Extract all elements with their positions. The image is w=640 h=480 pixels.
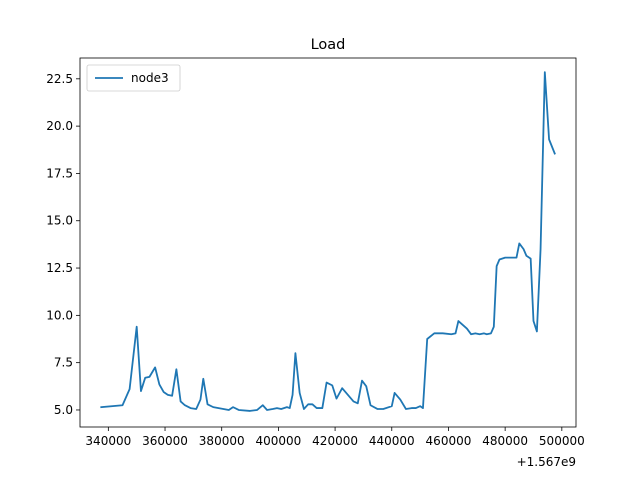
x-tick-label: 360000 bbox=[142, 434, 188, 448]
x-tick-label: 500000 bbox=[539, 434, 585, 448]
plot-frame bbox=[79, 57, 577, 428]
series-layer bbox=[100, 71, 556, 412]
series-line-node3 bbox=[100, 71, 556, 412]
x-tick-label: 380000 bbox=[199, 434, 245, 448]
y-tick-label: 7.5 bbox=[54, 356, 73, 370]
plot-area bbox=[80, 58, 576, 427]
x-axis: 340000 360000 380000 400000 420000 440000 4600… bbox=[85, 427, 585, 448]
y-tick-label: 10.0 bbox=[46, 308, 73, 322]
chart-title: Load bbox=[311, 37, 346, 53]
x-tick-label: 440000 bbox=[369, 434, 415, 448]
x-tick-label: 340000 bbox=[85, 434, 131, 448]
legend-box bbox=[86, 64, 181, 92]
y-tick-label: 15.0 bbox=[46, 214, 73, 228]
x-tick-label: 400000 bbox=[255, 434, 301, 448]
x-tick-label: 420000 bbox=[312, 434, 358, 448]
y-axis: 5.0 7.5 10.0 12.5 15.0 17.5 20.0 22.5 bbox=[46, 72, 80, 417]
x-axis-offset-label: +1.567e9 bbox=[517, 455, 576, 469]
y-tick-label: 20.0 bbox=[46, 119, 73, 133]
legend: node3 bbox=[86, 64, 181, 92]
x-tick-label: 460000 bbox=[426, 434, 472, 448]
y-tick-label: 22.5 bbox=[46, 72, 73, 86]
y-tick-label: 12.5 bbox=[46, 261, 73, 275]
y-tick-label: 5.0 bbox=[54, 403, 73, 417]
x-tick-label: 480000 bbox=[482, 434, 528, 448]
legend-label-node3: node3 bbox=[131, 71, 169, 85]
y-tick-label: 17.5 bbox=[46, 166, 73, 180]
